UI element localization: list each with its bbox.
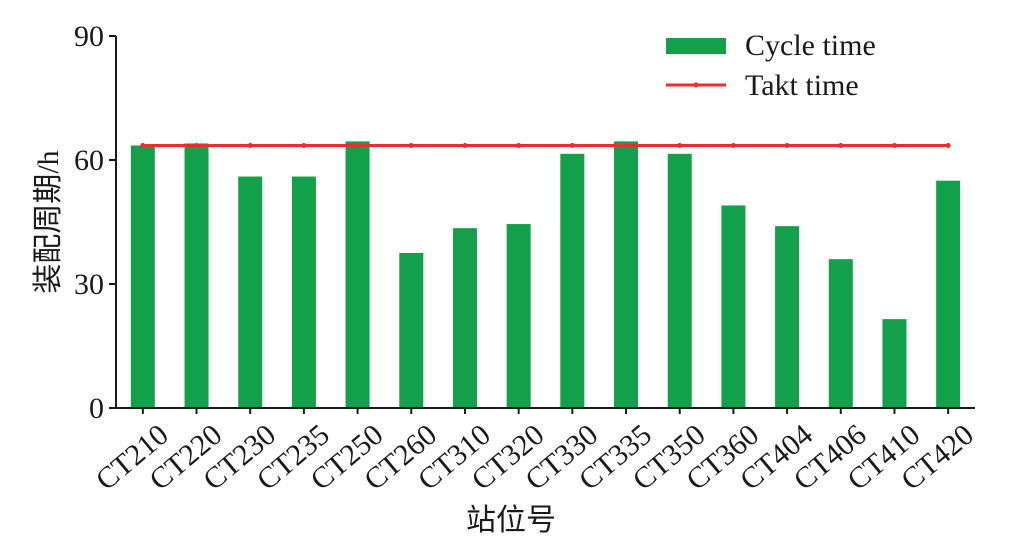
takt-time-point — [784, 143, 790, 149]
legend-label-takt-time: Takt time — [745, 69, 859, 102]
bar-ct250 — [345, 141, 370, 408]
legend-swatch-cycle-time — [666, 38, 726, 54]
x-ticks: CT210CT220CT230CT235CT250CT260CT310CT320… — [90, 408, 980, 497]
takt-time-point — [730, 143, 736, 149]
y-ticks: 0 30 60 90 — [74, 20, 116, 425]
takt-time-point — [462, 143, 468, 149]
y-tick-label: 60 — [74, 144, 104, 177]
legend-label-cycle-time: Cycle time — [745, 29, 876, 62]
bar-ct260 — [399, 253, 424, 408]
bar-ct210 — [130, 145, 155, 409]
takt-time-point — [569, 143, 575, 149]
y-axis-title: 装配周期/h — [32, 150, 65, 293]
y-tick-label: 0 — [89, 392, 104, 425]
takt-time-point — [140, 143, 146, 149]
bar-ct320 — [506, 224, 531, 408]
legend-marker-takt-time — [693, 82, 699, 88]
takt-time-point — [838, 143, 844, 149]
takt-line-layer — [140, 143, 951, 149]
takt-time-point — [355, 143, 361, 149]
y-tick-label: 30 — [74, 268, 104, 301]
takt-time-point — [408, 143, 414, 149]
bar-ct330 — [560, 153, 585, 408]
bar-ct310 — [452, 228, 477, 408]
legend: Cycle time Takt time — [666, 29, 876, 102]
axes — [115, 36, 975, 409]
bar-ct420 — [936, 180, 961, 408]
takt-time-point — [247, 143, 253, 149]
bar-layer — [130, 141, 961, 409]
takt-time-point — [516, 143, 522, 149]
takt-time-point — [945, 143, 951, 149]
bar-ct220 — [184, 143, 209, 408]
bar-ct404 — [775, 226, 800, 408]
bar-ct410 — [882, 319, 907, 408]
takt-time-point — [677, 143, 683, 149]
bar-ct406 — [828, 259, 853, 408]
takt-time-point — [891, 143, 897, 149]
takt-time-point — [301, 143, 307, 149]
y-tick-label: 90 — [74, 20, 104, 53]
x-axis-title: 站位号 — [466, 504, 556, 537]
takt-time-point — [194, 143, 200, 149]
bar-ct335 — [614, 141, 639, 408]
bar-ct350 — [667, 153, 692, 408]
takt-time-point — [623, 143, 629, 149]
bar-ct360 — [721, 205, 746, 408]
bar-ct230 — [238, 176, 263, 408]
bar-ct235 — [291, 176, 316, 408]
